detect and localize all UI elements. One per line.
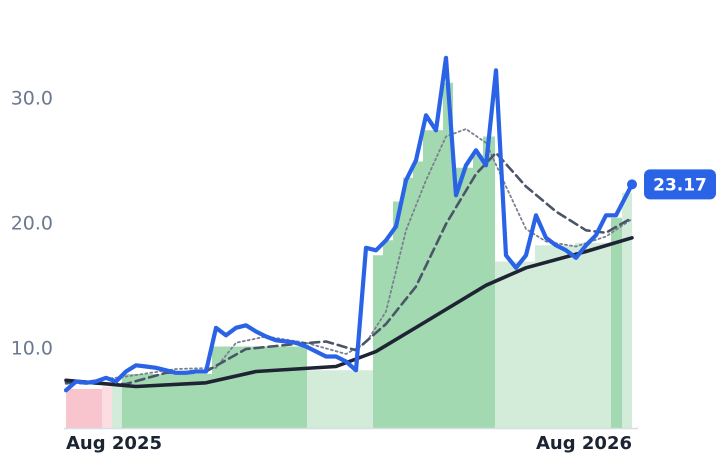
- band: [495, 261, 535, 428]
- band: [443, 82, 453, 428]
- x-tick-label: Aug 2026: [536, 433, 632, 454]
- band: [535, 245, 575, 428]
- moving-average-line: [65, 128, 633, 385]
- band: [212, 346, 307, 428]
- band: [373, 255, 383, 428]
- band: [112, 384, 122, 428]
- band: [423, 130, 433, 428]
- last-price-dot: [627, 179, 637, 190]
- band: [102, 386, 112, 428]
- band: [433, 130, 443, 428]
- price-callout-label: 23.17: [653, 175, 707, 195]
- band: [575, 242, 611, 428]
- band: [383, 240, 393, 428]
- moving-average-line: [64, 236, 634, 389]
- band: [307, 370, 373, 428]
- price-line: [63, 55, 635, 393]
- band: [403, 177, 413, 428]
- band: [413, 161, 423, 428]
- y-tick-label: 20.0: [11, 213, 53, 235]
- y-tick-label: 30.0: [11, 88, 53, 110]
- y-tick-label: 10.0: [11, 338, 53, 360]
- band: [66, 389, 102, 428]
- price-callout: [644, 169, 716, 200]
- band: [622, 192, 632, 428]
- x-tick-label: Aug 2025: [66, 433, 162, 454]
- band: [393, 201, 403, 428]
- band: [611, 217, 622, 428]
- band: [453, 167, 463, 428]
